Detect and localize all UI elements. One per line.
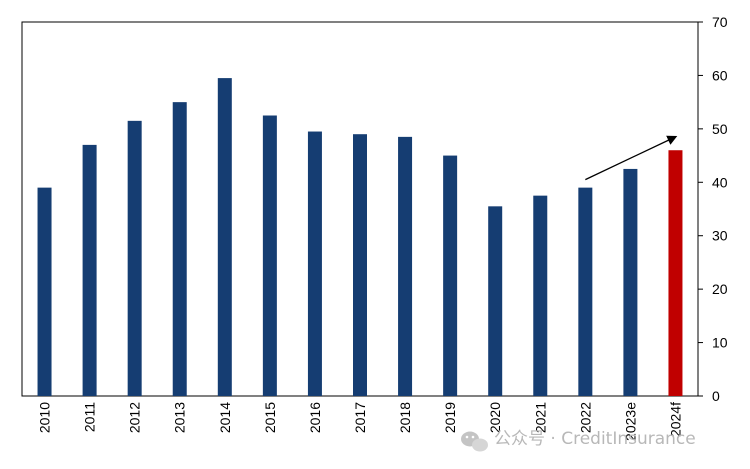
- bar-2015: [262, 115, 277, 396]
- bar-2017: [353, 134, 367, 396]
- y-axis: 0 10 20 30 40 50 60 70: [698, 14, 728, 404]
- y-tick-label: 50: [712, 121, 728, 137]
- watermark-text: 公众号 · CreditInsurance: [494, 429, 696, 449]
- bar-2019: [443, 155, 458, 396]
- y-tick-label: 30: [712, 228, 728, 244]
- bar-2013: [172, 102, 187, 397]
- y-tick-label: 70: [712, 14, 728, 30]
- x-tick-label: 2023e: [622, 402, 638, 441]
- bar-2018: [398, 136, 413, 396]
- x-tick-label: 2017: [352, 402, 368, 433]
- x-tick-label: 2011: [82, 402, 98, 432]
- y-tick-label: 0: [712, 388, 720, 404]
- x-axis-labels: 2010 2011 2012 2013 2014 2015 2016 2017 2018 2019…: [37, 402, 684, 441]
- trend-arrow: [585, 135, 678, 181]
- y-tick-label: 10: [712, 335, 728, 351]
- x-tick-label: 2024f: [667, 402, 683, 437]
- bar-2020: [488, 206, 503, 396]
- x-tick-label: 2018: [397, 402, 413, 433]
- y-tick-label: 60: [712, 67, 728, 83]
- x-tick-label: 2020: [487, 402, 503, 433]
- x-tick-label: 2010: [37, 402, 53, 433]
- bar-2021: [533, 195, 548, 396]
- x-tick-label: 2012: [127, 402, 143, 433]
- x-tick-label: 2013: [172, 402, 188, 433]
- x-tick-label: 2022: [577, 402, 593, 433]
- bar-2023e: [623, 168, 638, 396]
- x-tick-label: 2019: [442, 402, 458, 433]
- trend-arrow-group: [585, 135, 678, 181]
- wechat-icon: [461, 431, 488, 452]
- watermark: 公众号 · CreditInsurance: [461, 429, 696, 452]
- x-tick-label: 2016: [307, 402, 323, 433]
- x-tick-label: 2015: [262, 402, 278, 433]
- x-tick-label: 2014: [217, 402, 233, 433]
- bar-2010: [37, 187, 52, 396]
- bars-group: [37, 78, 683, 397]
- bar-2014: [217, 78, 232, 396]
- bar-2022: [578, 187, 593, 396]
- bar-2012: [127, 120, 142, 396]
- x-tick-label: 2021: [532, 402, 548, 433]
- bar-2011: [82, 144, 97, 396]
- y-tick-label: 20: [712, 281, 728, 297]
- bar-2016: [307, 131, 322, 396]
- bar-2024f: [668, 150, 683, 396]
- y-tick-label: 40: [712, 174, 728, 190]
